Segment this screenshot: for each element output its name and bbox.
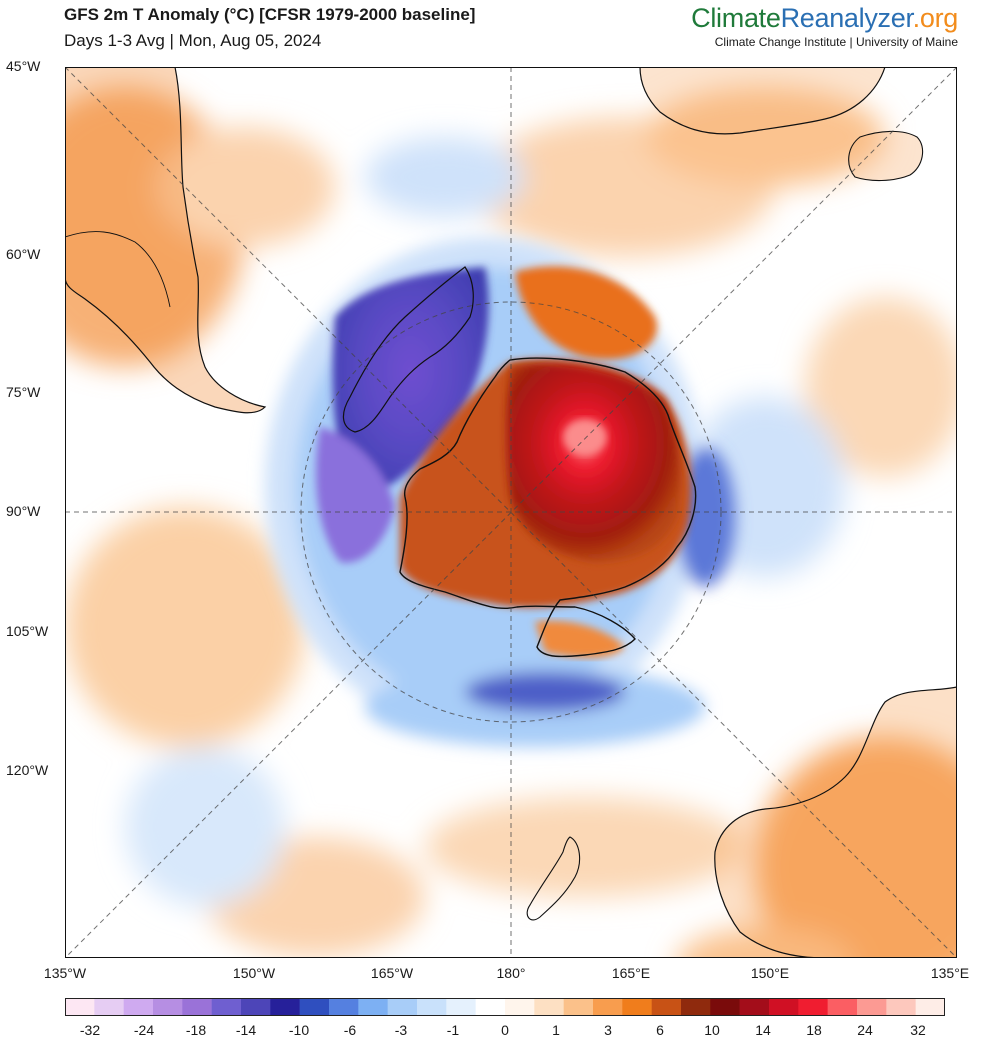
brand-tagline: Climate Change Institute | University of…	[714, 35, 958, 49]
colorbar-swatch	[710, 998, 740, 1016]
colorbar-tick-label: -1	[446, 1022, 460, 1038]
colorbar	[65, 998, 945, 1016]
colorbar-swatch	[475, 998, 506, 1016]
australia-coastline	[714, 686, 957, 958]
axis-label-left: 90°W	[6, 503, 41, 519]
map-frame	[65, 67, 957, 958]
anomaly-map[interactable]	[65, 67, 957, 958]
colorbar-swatch	[769, 998, 799, 1016]
colorbar-swatch	[739, 998, 770, 1016]
south-america-coastline	[65, 67, 267, 414]
axis-label-bottom: 165°W	[370, 965, 414, 981]
colorbar-swatch	[417, 998, 447, 1016]
chart-subtitle: Days 1-3 Avg | Mon, Aug 05, 2024	[64, 31, 322, 50]
brand-logo[interactable]: ClimateReanalyzer.org Climate Change Ins…	[691, 3, 958, 49]
colorbar-tick-label: 1	[552, 1022, 560, 1038]
brand-name-part1: Climate	[691, 3, 781, 33]
brand-name-part3: .org	[912, 3, 959, 33]
colorbar-swatch	[505, 998, 535, 1016]
colorbar-frame	[65, 998, 945, 1016]
colorbar-tick-label: 32	[910, 1022, 926, 1038]
axis-label-bottom: 135°W	[43, 965, 87, 981]
colorbar-swatch	[329, 998, 359, 1016]
colorbar-tick-label: 3	[604, 1022, 612, 1038]
colorbar-tick-label: -32	[79, 1022, 101, 1038]
brand-name-part2: Reanalyzer	[780, 3, 913, 33]
colorbar-swatch	[915, 998, 945, 1016]
colorbar-swatch	[387, 998, 418, 1016]
axis-label-left: 105°W	[6, 623, 49, 639]
colorbar-swatch	[299, 998, 330, 1016]
colorbar-swatch	[827, 998, 858, 1016]
colorbar-tick-label: 18	[806, 1022, 822, 1038]
axis-label-left: 75°W	[6, 384, 41, 400]
colorbar-tick-label: 6	[656, 1022, 664, 1038]
south-america-inland-border	[65, 231, 171, 308]
anomaly-field	[65, 87, 957, 958]
axis-label-bottom: 165°E	[611, 965, 651, 981]
colorbar-tick-label: -6	[343, 1022, 357, 1038]
colorbar-swatch	[681, 998, 711, 1016]
colorbar-swatch	[65, 998, 95, 1016]
colorbar-swatch	[94, 998, 124, 1016]
brand-name: ClimateReanalyzer.org	[691, 3, 958, 34]
colorbar-swatch	[651, 998, 682, 1016]
colorbar-swatch	[857, 998, 887, 1016]
colorbar-swatch	[446, 998, 476, 1016]
colorbar-tick-label: -14	[235, 1022, 257, 1038]
warm-anomaly	[400, 266, 692, 658]
colorbar-swatch	[270, 998, 300, 1016]
axis-label-left: 60°W	[6, 246, 41, 262]
colorbar-swatch	[593, 998, 623, 1016]
colorbar-swatch	[182, 998, 212, 1016]
colorbar-swatch	[534, 998, 564, 1016]
madagascar-coastline	[848, 130, 924, 182]
colorbar-tick-label: 14	[755, 1022, 771, 1038]
colorbar-swatch	[563, 998, 594, 1016]
colorbar-swatch	[798, 998, 828, 1016]
colorbar-tick-label: -10	[288, 1022, 310, 1038]
colorbar-swatch	[358, 998, 388, 1016]
axis-label-left: 45°W	[6, 58, 41, 74]
colorbar-tick-label: 24	[857, 1022, 873, 1038]
axis-label-bottom: 150°W	[232, 965, 276, 981]
colorbar-swatch	[886, 998, 916, 1016]
antarctic-peninsula-coastline	[342, 266, 474, 433]
colorbar-tick-label: -24	[133, 1022, 155, 1038]
graticule	[65, 67, 957, 958]
colorbar-swatch	[241, 998, 271, 1016]
cold-anomaly	[316, 267, 489, 563]
colorbar-swatch	[123, 998, 154, 1016]
colorbar-swatch	[153, 998, 183, 1016]
colorbar-swatch	[622, 998, 652, 1016]
colorbar-tick-label: 0	[501, 1022, 509, 1038]
chart-title: GFS 2m T Anomaly (°C) [CFSR 1979-2000 ba…	[64, 5, 476, 24]
new-zealand-coastline	[526, 836, 581, 921]
colorbar-swatch	[211, 998, 242, 1016]
axis-label-left: 120°W	[6, 762, 49, 778]
colorbar-tick-label: 10	[704, 1022, 720, 1038]
axis-label-bottom: 150°E	[750, 965, 790, 981]
colorbar-tick-label: -18	[185, 1022, 207, 1038]
axis-label-bottom: 135°E	[930, 965, 970, 981]
africa-coastline	[639, 67, 886, 135]
antarctica-coastline	[399, 357, 697, 658]
axis-label-bottom: 180°	[496, 965, 526, 981]
colorbar-tick-label: -3	[394, 1022, 408, 1038]
